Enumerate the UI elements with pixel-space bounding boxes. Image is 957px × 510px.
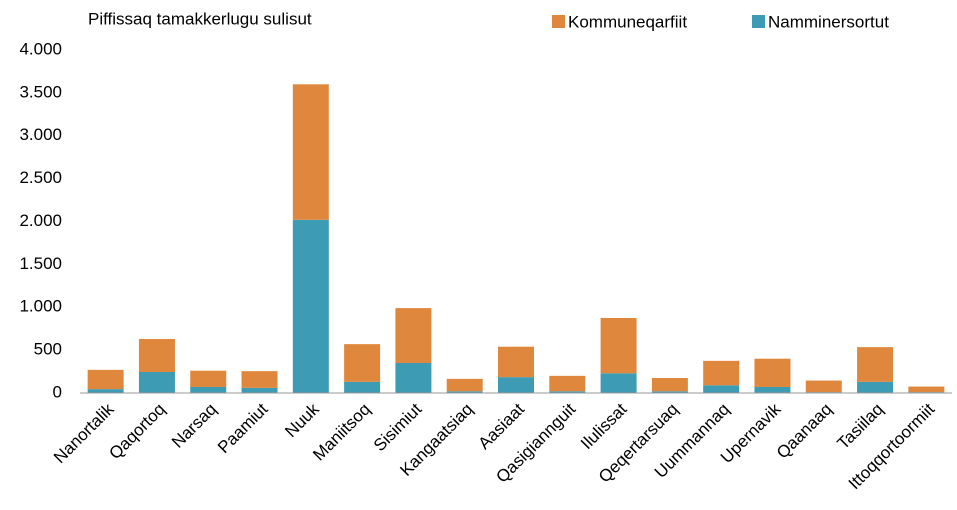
y-tick-label: 0 xyxy=(53,382,62,401)
bar-segment xyxy=(292,84,329,220)
bar-segment xyxy=(498,377,534,393)
bar-segment xyxy=(600,317,637,374)
bar-segment xyxy=(754,358,791,387)
bar-segment xyxy=(87,389,124,393)
bar-segment xyxy=(241,371,278,388)
bar-segment xyxy=(651,377,688,392)
bar-segment xyxy=(908,386,945,393)
bar-segment xyxy=(549,375,586,392)
y-tick-label: 500 xyxy=(34,340,62,359)
bar-segment xyxy=(805,380,842,393)
y-tick-label: 2.500 xyxy=(19,168,62,187)
bar-segment xyxy=(344,381,381,393)
bar-segment xyxy=(703,385,740,393)
x-tick-label: Nanortalik xyxy=(50,399,118,467)
x-tick-label: Nuuk xyxy=(281,399,323,441)
bar-segment xyxy=(703,360,740,386)
bar-segment xyxy=(446,391,483,393)
bar-segment xyxy=(754,386,791,393)
bar-segment xyxy=(344,344,381,382)
bar-segment xyxy=(241,387,278,393)
bar-segment xyxy=(292,219,329,393)
y-tick-label: 4.000 xyxy=(19,39,62,58)
bar-segment xyxy=(857,381,894,393)
y-tick-label: 2.000 xyxy=(19,211,62,230)
bar-segment xyxy=(395,362,432,393)
x-tick-label: Narsaq xyxy=(168,400,220,452)
bar-segment xyxy=(498,346,534,378)
y-tick-label: 3.500 xyxy=(19,82,62,101)
bar-segment xyxy=(446,378,483,392)
y-tick-label: 1.500 xyxy=(19,254,62,273)
x-tick-label: Paamiut xyxy=(214,399,272,457)
chart-title: Piffissaq tamakkerlugu sulisut xyxy=(88,9,312,28)
bar-segment xyxy=(651,391,688,393)
y-tick-label: 1.000 xyxy=(19,297,62,316)
legend-label: Namminersortut xyxy=(768,12,889,31)
bar-segment xyxy=(549,391,586,393)
bar-segment xyxy=(600,373,637,393)
x-tick-label: Qaqortoq xyxy=(105,400,169,464)
legend-label: Kommuneqarfiit xyxy=(568,12,687,31)
legend-swatch xyxy=(552,15,565,28)
y-tick-label: 3.000 xyxy=(19,125,62,144)
legend-swatch xyxy=(752,15,765,28)
bar-segment xyxy=(395,308,432,363)
bar-segment xyxy=(190,370,227,387)
bar-segment xyxy=(87,369,124,390)
x-tick-label: Qaanaaq xyxy=(773,400,836,463)
bar-segment xyxy=(138,338,175,372)
bar-segment xyxy=(190,386,227,393)
bar-segment xyxy=(138,371,175,393)
bar-segment xyxy=(857,347,894,382)
